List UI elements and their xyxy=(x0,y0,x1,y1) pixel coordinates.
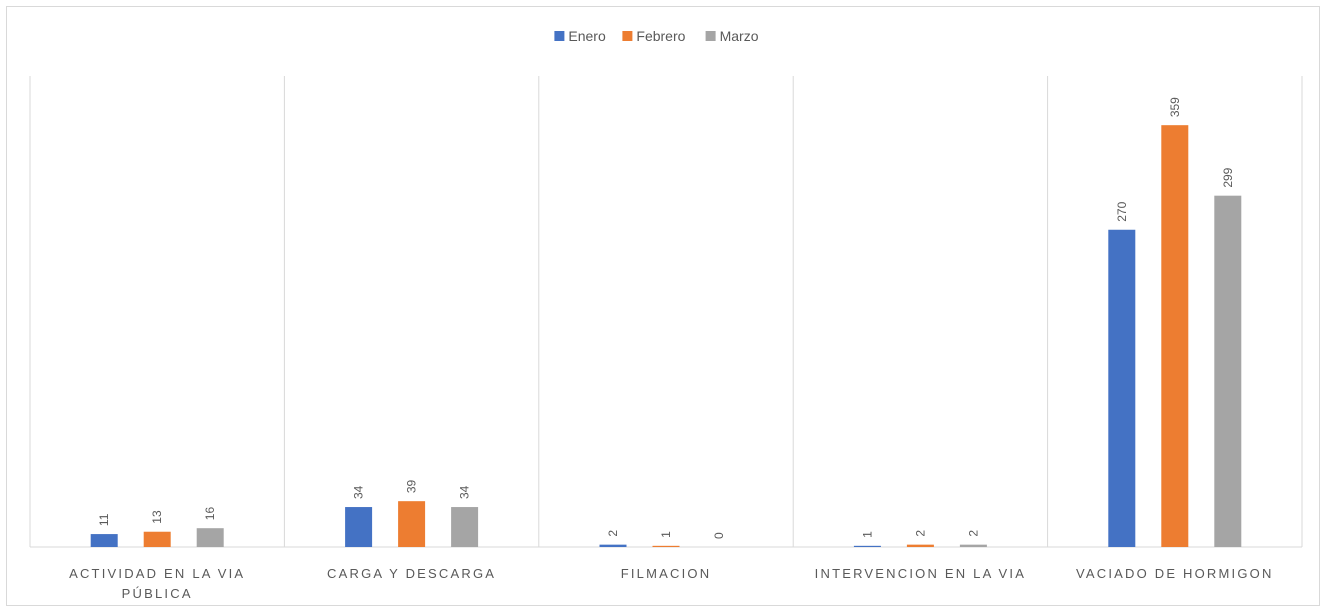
data-label: 359 xyxy=(1168,97,1182,117)
bar-febrero xyxy=(143,531,171,547)
category-label: FILMACION xyxy=(621,566,712,581)
data-label: 270 xyxy=(1115,201,1129,221)
data-label: 2 xyxy=(913,530,927,537)
bar-marzo xyxy=(1214,195,1242,548)
legend-label-febrero: Febrero xyxy=(636,28,685,44)
category-label: PÚBLICA xyxy=(122,586,193,601)
bar-marzo xyxy=(451,507,479,547)
bar-enero xyxy=(1108,229,1136,547)
data-label: 2 xyxy=(606,530,620,537)
data-label: 13 xyxy=(150,510,164,524)
data-label: 39 xyxy=(405,480,419,494)
data-label: 1 xyxy=(659,531,673,538)
bar-marzo xyxy=(959,544,987,547)
bar-enero xyxy=(853,545,881,547)
category-label: VACIADO DE HORMIGON xyxy=(1076,566,1274,581)
data-label: 2 xyxy=(966,530,980,537)
category-label: ACTIVIDAD EN LA VIA xyxy=(69,566,245,581)
data-label: 299 xyxy=(1221,167,1235,187)
category-label: CARGA Y DESCARGA xyxy=(327,566,496,581)
bar-febrero xyxy=(906,544,934,547)
data-label: 11 xyxy=(97,513,111,526)
bar-febrero xyxy=(398,501,426,547)
data-label: 16 xyxy=(203,507,217,521)
bar-febrero xyxy=(1161,125,1189,548)
category-label: INTERVENCION EN LA VIA xyxy=(815,566,1026,581)
chart-frame xyxy=(6,6,1320,606)
bar-enero xyxy=(599,544,627,547)
legend-swatch-enero xyxy=(554,31,565,41)
data-label: 0 xyxy=(712,532,726,539)
legend-label-marzo: Marzo xyxy=(720,28,759,44)
bar-febrero xyxy=(652,545,680,547)
bar-enero xyxy=(345,507,373,547)
data-label: 34 xyxy=(352,485,366,499)
legend-label-enero: Enero xyxy=(568,28,606,44)
data-label: 34 xyxy=(458,485,472,499)
data-label: 1 xyxy=(860,531,874,538)
bar-enero xyxy=(90,534,118,547)
legend-swatch-febrero xyxy=(622,31,633,41)
legend-swatch-marzo xyxy=(705,31,716,41)
bar-marzo xyxy=(196,528,224,547)
